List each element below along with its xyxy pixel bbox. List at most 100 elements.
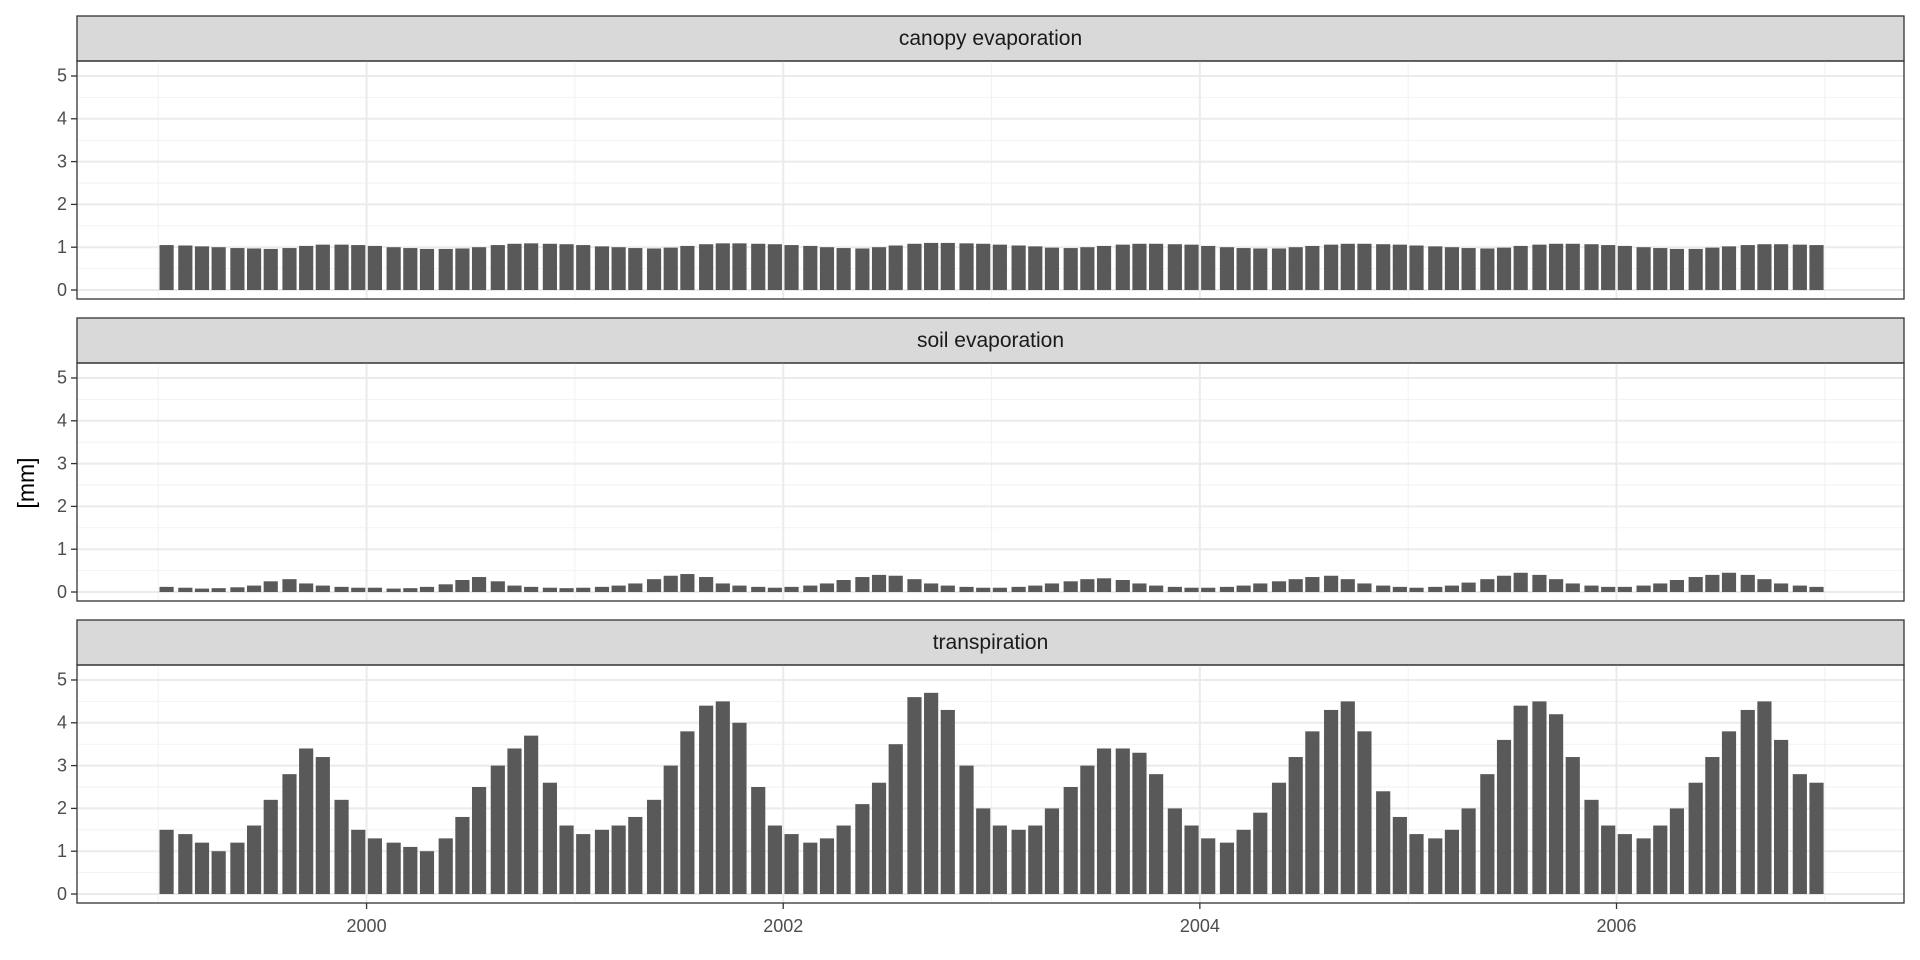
bar: [1549, 579, 1564, 593]
bar: [1132, 583, 1147, 593]
bar: [803, 585, 818, 593]
y-tick-label: 4: [57, 109, 67, 129]
bar: [803, 842, 818, 895]
bar: [611, 247, 626, 291]
bar: [1324, 244, 1339, 291]
bar: [1115, 580, 1130, 593]
bar: [1774, 244, 1789, 291]
bar: [767, 244, 782, 291]
bar: [680, 574, 695, 593]
bar: [1357, 731, 1372, 895]
x-tick-label: 2004: [1180, 916, 1220, 936]
bar: [1063, 581, 1078, 593]
bar: [576, 587, 591, 593]
bar: [1549, 243, 1564, 291]
bar: [299, 748, 314, 895]
bar: [699, 244, 714, 291]
bar: [888, 575, 903, 593]
bar: [1096, 748, 1112, 895]
bar: [178, 587, 193, 593]
bar: [1636, 838, 1651, 895]
bar: [246, 825, 262, 895]
bar: [1513, 705, 1528, 895]
bar: [1480, 774, 1495, 895]
strip-background: [76, 317, 1905, 364]
y-tick-label: 4: [57, 411, 67, 431]
bar: [1080, 765, 1095, 895]
bar: [1044, 808, 1060, 895]
bar: [699, 577, 714, 593]
bar: [1201, 587, 1216, 593]
bar: [1340, 579, 1355, 593]
bar: [888, 744, 903, 895]
bar: [263, 799, 278, 895]
bar: [663, 247, 678, 291]
bar: [1011, 586, 1026, 593]
y-tick-label: 3: [57, 151, 67, 171]
bar: [1688, 782, 1703, 895]
bar: [1236, 829, 1251, 895]
y-axis-label: [mm]: [13, 457, 39, 508]
bar: [438, 838, 453, 895]
bar: [334, 586, 349, 593]
bar: [1792, 774, 1807, 895]
bar: [732, 243, 747, 291]
bar: [1201, 245, 1216, 291]
bar: [976, 243, 991, 291]
bar: [1653, 583, 1668, 593]
bar: [871, 782, 887, 895]
bar: [1617, 586, 1632, 593]
bar: [1565, 757, 1580, 895]
bar: [819, 583, 835, 593]
bar: [1115, 244, 1130, 291]
bar: [1669, 248, 1685, 291]
bar: [455, 816, 470, 895]
bar: [611, 825, 626, 895]
bar: [1601, 825, 1616, 895]
bar: [1444, 829, 1460, 895]
bar: [1305, 245, 1320, 291]
bar: [1096, 245, 1112, 291]
bar: [1653, 825, 1668, 895]
bar: [299, 583, 314, 593]
bar: [1167, 586, 1182, 593]
bar: [471, 247, 487, 291]
bar: [1253, 812, 1268, 895]
bar: [1774, 739, 1789, 895]
bar: [1565, 583, 1580, 593]
bar: [315, 585, 330, 593]
bar: [1288, 579, 1303, 593]
bar: [507, 748, 522, 895]
y-tick-label: 0: [57, 582, 67, 602]
bar: [924, 583, 939, 593]
bar: [1324, 709, 1339, 895]
bar: [680, 245, 695, 291]
bar: [1340, 701, 1355, 895]
y-tick-label: 5: [57, 368, 67, 388]
bar: [403, 588, 418, 593]
bar: [1601, 586, 1616, 593]
bar: [524, 586, 539, 593]
bar: [976, 587, 991, 593]
bar: [1011, 245, 1026, 291]
bar: [1219, 586, 1235, 593]
bar: [1219, 247, 1235, 291]
bar: [1409, 245, 1424, 291]
bar: [1721, 731, 1737, 895]
bar: [680, 731, 695, 895]
bar: [1444, 247, 1460, 291]
bar: [1721, 572, 1737, 593]
bar: [1376, 585, 1391, 593]
bar: [230, 842, 245, 895]
bar: [1653, 248, 1668, 291]
bar: [594, 586, 610, 593]
bar: [1584, 799, 1599, 895]
bar: [178, 834, 193, 895]
bar: [1740, 709, 1755, 895]
y-tick-label: 5: [57, 670, 67, 690]
bar: [490, 581, 505, 593]
y-tick-label: 3: [57, 453, 67, 473]
bar: [1271, 581, 1287, 593]
